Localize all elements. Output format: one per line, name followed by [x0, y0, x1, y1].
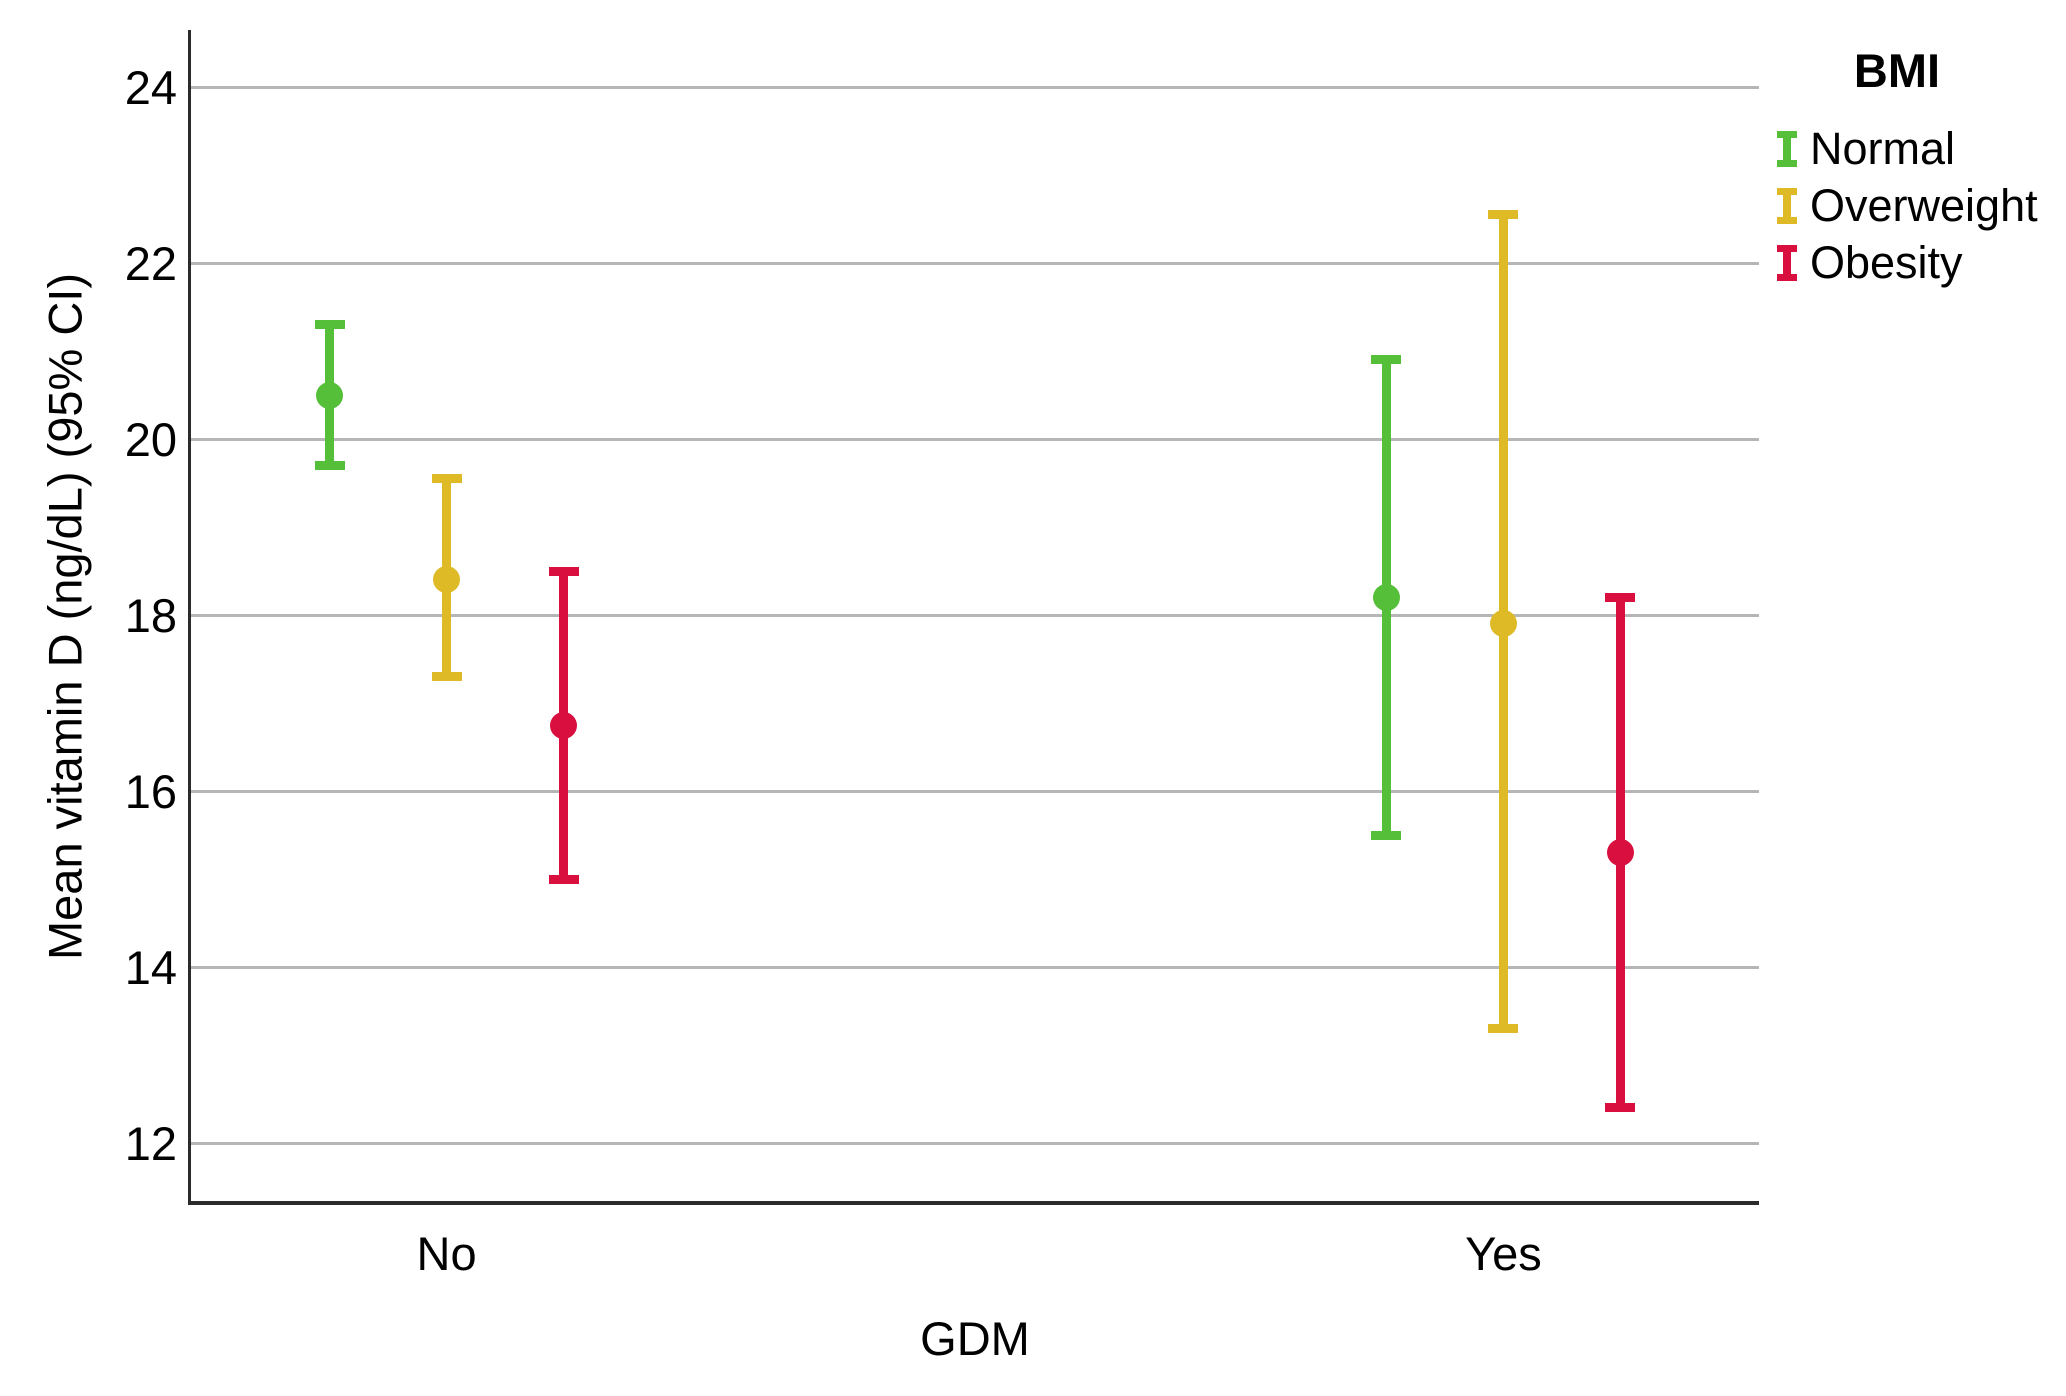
gridline-y-14 — [191, 965, 1759, 969]
legend-item-obesity: Obesity — [1777, 240, 1963, 285]
error-bar-key-icon — [1777, 244, 1797, 281]
error-bar-mean-dot-overweight-yes — [1489, 610, 1517, 638]
legend-item-label: Normal — [1810, 123, 1956, 174]
legend-item-label: Overweight — [1810, 180, 2038, 231]
error-bar-cap-top-normal-yes — [1371, 355, 1402, 365]
error-bar-cap-top-overweight-yes — [1488, 210, 1519, 220]
error-bar-key-icon-part — [1777, 187, 1797, 195]
error-bar-mean-dot-obesity-no — [550, 711, 578, 739]
error-bar-cap-bottom-overweight-yes — [1488, 1024, 1519, 1034]
x-tick-label-yes: Yes — [1465, 1227, 1542, 1280]
gridline-y-22 — [191, 261, 1759, 265]
y-tick-label-14: 14 — [124, 941, 177, 995]
y-tick-label-16: 16 — [124, 765, 177, 819]
error-bar-cap-bottom-normal-yes — [1371, 830, 1402, 840]
error-bar-cap-top-obesity-yes — [1605, 593, 1636, 603]
error-bar-cap-top-normal-no — [314, 320, 345, 330]
error-bar-key-icon-part — [1777, 216, 1797, 224]
y-tick-label-24: 24 — [124, 61, 177, 115]
y-tick-label-22: 22 — [124, 237, 177, 291]
error-bar-key-icon — [1777, 130, 1797, 167]
error-bar-mean-dot-normal-yes — [1372, 584, 1400, 612]
error-bar-key-icon — [1777, 187, 1797, 224]
error-bar-key-icon-part — [1783, 130, 1791, 167]
legend-title: BMI — [1853, 44, 1941, 97]
x-tick-label-no: No — [416, 1227, 477, 1280]
error-bar-key-icon-part — [1777, 130, 1797, 138]
legend-item-normal: Normal — [1777, 126, 1955, 171]
error-bar-key-icon-part — [1783, 187, 1791, 224]
y-tick-label-12: 12 — [124, 1117, 177, 1171]
y-axis-line — [188, 30, 191, 1203]
y-tick-label-20: 20 — [124, 413, 177, 467]
gridline-y-18 — [191, 613, 1759, 617]
y-tick-label-18: 18 — [124, 589, 177, 643]
legend-item-label: Obesity — [1810, 237, 1963, 288]
error-bar-key-icon-part — [1777, 273, 1797, 281]
gridline-y-16 — [191, 789, 1759, 793]
error-bar-key-icon-part — [1783, 244, 1791, 281]
error-bar-key-icon-part — [1777, 244, 1797, 252]
x-axis-title: GDM — [920, 1312, 1030, 1365]
error-bar-cap-bottom-normal-no — [314, 461, 345, 471]
error-bar-cap-top-overweight-no — [431, 474, 462, 484]
error-bar-cap-top-obesity-no — [548, 566, 579, 576]
gridline-y-24 — [191, 85, 1759, 89]
error-bar-mean-dot-overweight-no — [433, 566, 461, 594]
x-axis-line — [188, 1201, 1759, 1205]
gridline-y-20 — [191, 437, 1759, 441]
legend-item-overweight: Overweight — [1777, 183, 2038, 228]
error-bar-cap-bottom-obesity-yes — [1605, 1103, 1636, 1113]
error-bar-cap-bottom-overweight-no — [431, 672, 462, 682]
error-bar-mean-dot-normal-no — [316, 381, 344, 409]
error-bar-mean-dot-obesity-yes — [1606, 839, 1634, 867]
error-bar-key-icon-part — [1777, 159, 1797, 167]
error-bar-cap-bottom-obesity-no — [548, 874, 579, 884]
gridline-y-12 — [191, 1141, 1759, 1145]
y-axis-title: Mean vitamin D (ng/dL) (95% CI) — [38, 272, 92, 960]
